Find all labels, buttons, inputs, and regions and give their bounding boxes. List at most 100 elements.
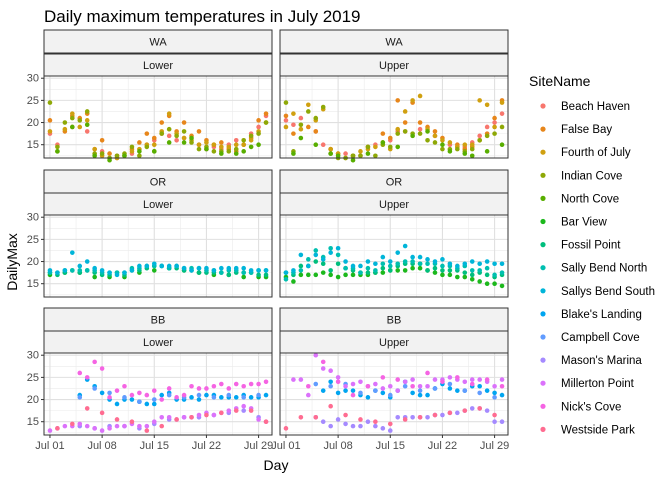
data-point-blake-s-landing	[219, 395, 224, 400]
data-point-nick-s-cove	[455, 375, 460, 380]
legend-swatch	[540, 172, 546, 178]
data-point-sallys-bend-south	[455, 263, 460, 269]
data-point-indian-cove	[196, 146, 202, 152]
data-point-mason-s-marina	[365, 419, 371, 425]
data-point-sally-bend-north	[84, 268, 90, 273]
data-point-indian-cove	[395, 131, 401, 136]
data-point-mason-s-marina	[350, 423, 356, 429]
y-tick-label: 20	[27, 394, 39, 406]
data-point-indian-cove	[226, 149, 232, 154]
data-point-indian-cove	[144, 144, 150, 150]
data-point-blake-s-landing	[328, 379, 333, 385]
legend-swatch	[540, 242, 546, 248]
data-point-bar-view	[92, 274, 97, 280]
data-point-millerton-point	[92, 426, 97, 431]
y-tick-label: 25	[27, 234, 39, 246]
data-point-sallys-bend-south	[181, 265, 187, 271]
data-point-fossil-point	[484, 272, 490, 278]
data-point-westside-park	[248, 408, 254, 413]
facet-strip-label: Upper	[379, 199, 409, 211]
data-point-sally-bend-north	[380, 261, 386, 267]
data-point-westside-park	[402, 417, 408, 422]
data-point-beach-haven	[320, 142, 326, 148]
data-point-millerton-point	[107, 426, 112, 431]
data-point-indian-cove	[484, 133, 490, 139]
data-point-north-cove	[55, 149, 60, 154]
data-point-millerton-point	[402, 379, 408, 385]
data-point-fossil-point	[425, 268, 430, 273]
data-point-campbell-cove	[432, 386, 438, 391]
x-tick-label: Jul 29	[480, 440, 509, 452]
data-point-sallys-bend-south	[241, 265, 246, 271]
data-point-sallys-bend-south	[469, 259, 475, 264]
data-point-blake-s-landing	[151, 401, 157, 407]
data-point-millerton-point	[181, 414, 187, 420]
legend-swatch	[540, 265, 546, 271]
data-point-millerton-point	[477, 377, 482, 382]
data-point-sallys-bend-south	[462, 261, 468, 267]
data-point-sally-bend-north	[335, 252, 341, 258]
data-point-indian-cove	[84, 109, 90, 114]
data-point-millerton-point	[47, 428, 53, 433]
data-point-false-bay	[402, 120, 408, 125]
data-point-indian-cove	[189, 140, 194, 145]
data-point-millerton-point	[62, 423, 68, 429]
data-point-fourth-of-july	[181, 135, 187, 141]
data-point-fourth-of-july	[241, 142, 246, 148]
data-point-sallys-bend-south	[350, 263, 356, 269]
data-point-sallys-bend-south	[263, 268, 269, 273]
data-point-beach-haven	[283, 118, 289, 123]
data-point-beach-haven	[343, 151, 348, 156]
data-point-fossil-point	[432, 265, 438, 271]
y-tick-label: 30	[27, 212, 39, 224]
legend-swatch	[540, 126, 546, 132]
data-point-indian-cove	[499, 124, 505, 130]
data-point-nick-s-cove	[114, 388, 120, 393]
data-point-fourth-of-july	[469, 142, 475, 148]
data-point-westside-park	[492, 412, 497, 418]
legend-item-mason-s-marina: Mason's Marina	[540, 355, 642, 367]
data-point-nick-s-cove	[248, 381, 254, 387]
data-point-sallys-bend-south	[298, 252, 304, 258]
data-point-sallys-bend-south	[402, 243, 408, 249]
data-point-nick-s-cove	[395, 377, 401, 382]
data-point-north-cove	[204, 146, 209, 152]
data-point-fourth-of-july	[358, 149, 363, 154]
data-point-sally-bend-north	[402, 259, 408, 264]
data-point-nick-s-cove	[306, 383, 311, 389]
data-point-sallys-bend-south	[144, 263, 150, 269]
legend-swatch	[540, 426, 546, 432]
data-point-nick-s-cove	[320, 359, 326, 365]
data-point-millerton-point	[99, 428, 105, 433]
data-point-blake-s-landing	[447, 386, 453, 391]
data-point-sallys-bend-south	[55, 270, 60, 275]
data-point-north-cove	[248, 144, 254, 150]
data-point-sallys-bend-south	[447, 261, 453, 267]
legend-label: Sally Bend North	[561, 263, 647, 275]
data-point-fourth-of-july	[462, 142, 468, 148]
data-point-sally-bend-north	[395, 261, 401, 267]
facet-strip-label: BB	[151, 315, 166, 327]
data-point-sally-bend-north	[219, 270, 224, 275]
data-point-north-cove	[410, 133, 415, 139]
data-point-indian-cove	[62, 120, 68, 125]
data-point-sallys-bend-south	[114, 272, 120, 278]
data-point-campbell-cove	[107, 390, 112, 396]
data-point-millerton-point	[137, 423, 142, 429]
legend-swatch	[540, 288, 546, 294]
facet-panel-or-lower: OR Lower 15 20 25 30	[27, 169, 273, 298]
legend-item-fourth-of-july: Fourth of July	[540, 147, 631, 159]
data-point-sallys-bend-south	[233, 265, 239, 271]
data-point-nick-s-cove	[211, 383, 217, 389]
data-point-blake-s-landing	[410, 390, 415, 396]
data-point-indian-cove	[174, 133, 179, 139]
x-tick-label: Jul 01	[35, 440, 64, 452]
data-point-fourth-of-july	[62, 126, 68, 132]
data-point-nick-s-cove	[365, 383, 371, 389]
data-point-mason-s-marina	[492, 419, 497, 425]
data-point-sally-bend-north	[484, 265, 490, 271]
data-point-nick-s-cove	[256, 381, 261, 387]
data-point-blake-s-landing	[159, 392, 165, 398]
data-point-indian-cove	[492, 131, 497, 136]
data-point-north-cove	[380, 140, 386, 145]
